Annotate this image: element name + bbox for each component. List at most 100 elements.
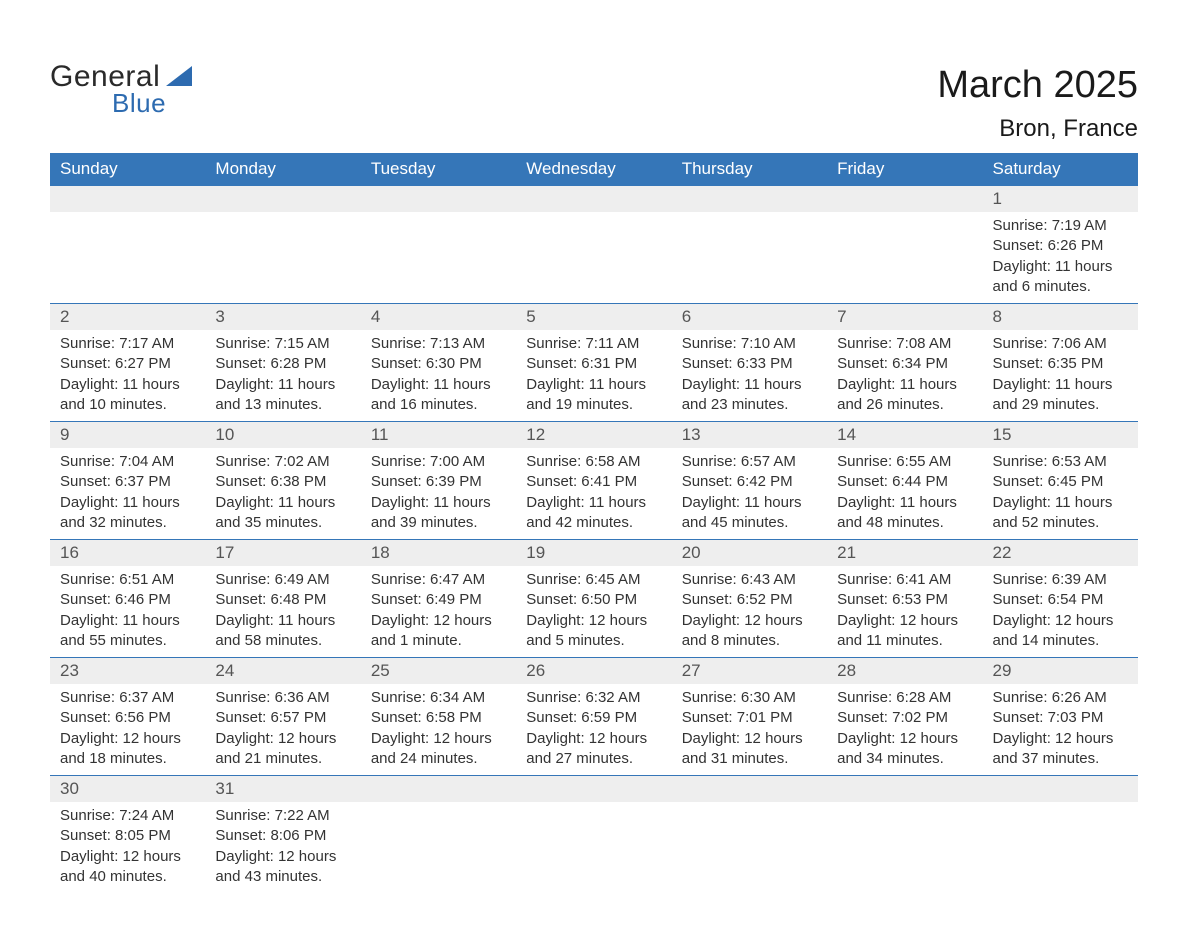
sunset-text: Sunset: 6:53 PM (837, 590, 972, 610)
day-details (983, 802, 1138, 880)
daylight-text-line2: and 40 minutes. (60, 867, 195, 887)
calendar-cell: 2Sunrise: 7:17 AMSunset: 6:27 PMDaylight… (50, 303, 205, 421)
sunrise-text: Sunrise: 7:02 AM (215, 452, 350, 472)
daylight-text-line1: Daylight: 11 hours (526, 375, 661, 395)
day-number: 29 (983, 658, 1138, 684)
sunrise-text: Sunrise: 6:43 AM (682, 570, 817, 590)
sunrise-text: Sunrise: 6:58 AM (526, 452, 661, 472)
calendar-cell-empty (983, 775, 1138, 893)
day-details: Sunrise: 6:34 AMSunset: 6:58 PMDaylight:… (361, 684, 516, 775)
day-number (672, 776, 827, 802)
daylight-text-line1: Daylight: 11 hours (371, 493, 506, 513)
calendar-cell: 1Sunrise: 7:19 AMSunset: 6:26 PMDaylight… (983, 185, 1138, 303)
day-details (827, 212, 982, 290)
day-details (205, 212, 360, 290)
sunrise-text: Sunrise: 6:34 AM (371, 688, 506, 708)
calendar-cell-empty (672, 185, 827, 303)
day-details: Sunrise: 6:28 AMSunset: 7:02 PMDaylight:… (827, 684, 982, 775)
daylight-text-line1: Daylight: 11 hours (837, 375, 972, 395)
day-number: 3 (205, 304, 360, 330)
sunrise-text: Sunrise: 7:13 AM (371, 334, 506, 354)
day-number: 17 (205, 540, 360, 566)
day-number (50, 186, 205, 212)
calendar-cell: 11Sunrise: 7:00 AMSunset: 6:39 PMDayligh… (361, 421, 516, 539)
sunrise-text: Sunrise: 6:37 AM (60, 688, 195, 708)
daylight-text-line1: Daylight: 11 hours (60, 611, 195, 631)
calendar-cell: 30Sunrise: 7:24 AMSunset: 8:05 PMDayligh… (50, 775, 205, 893)
sunset-text: Sunset: 6:59 PM (526, 708, 661, 728)
calendar-cell: 8Sunrise: 7:06 AMSunset: 6:35 PMDaylight… (983, 303, 1138, 421)
sunset-text: Sunset: 6:42 PM (682, 472, 817, 492)
day-number: 11 (361, 422, 516, 448)
day-number: 12 (516, 422, 671, 448)
sunrise-text: Sunrise: 6:30 AM (682, 688, 817, 708)
daylight-text-line2: and 52 minutes. (993, 513, 1128, 533)
sunrise-text: Sunrise: 7:10 AM (682, 334, 817, 354)
daylight-text-line2: and 16 minutes. (371, 395, 506, 415)
calendar-cell-empty (205, 185, 360, 303)
day-number: 22 (983, 540, 1138, 566)
sunrise-text: Sunrise: 7:22 AM (215, 806, 350, 826)
sunrise-text: Sunrise: 7:15 AM (215, 334, 350, 354)
daylight-text-line2: and 24 minutes. (371, 749, 506, 769)
calendar-cell-empty (516, 775, 671, 893)
daylight-text-line2: and 27 minutes. (526, 749, 661, 769)
weekday-header-cell: Saturday (983, 153, 1138, 185)
sunset-text: Sunset: 6:37 PM (60, 472, 195, 492)
daylight-text-line1: Daylight: 12 hours (526, 729, 661, 749)
sunset-text: Sunset: 6:35 PM (993, 354, 1128, 374)
calendar-week-row: 30Sunrise: 7:24 AMSunset: 8:05 PMDayligh… (50, 775, 1138, 893)
day-details: Sunrise: 7:13 AMSunset: 6:30 PMDaylight:… (361, 330, 516, 421)
day-number (827, 776, 982, 802)
daylight-text-line2: and 32 minutes. (60, 513, 195, 533)
day-number (361, 776, 516, 802)
calendar-cell: 18Sunrise: 6:47 AMSunset: 6:49 PMDayligh… (361, 539, 516, 657)
daylight-text-line2: and 58 minutes. (215, 631, 350, 651)
sunset-text: Sunset: 6:57 PM (215, 708, 350, 728)
calendar-cell: 16Sunrise: 6:51 AMSunset: 6:46 PMDayligh… (50, 539, 205, 657)
day-details (50, 212, 205, 290)
brand-logo: General Blue (50, 60, 192, 119)
daylight-text-line2: and 5 minutes. (526, 631, 661, 651)
sunrise-text: Sunrise: 7:19 AM (993, 216, 1128, 236)
daylight-text-line1: Daylight: 11 hours (993, 375, 1128, 395)
calendar-week-row: 1Sunrise: 7:19 AMSunset: 6:26 PMDaylight… (50, 185, 1138, 303)
sunset-text: Sunset: 6:28 PM (215, 354, 350, 374)
daylight-text-line1: Daylight: 12 hours (60, 847, 195, 867)
daylight-text-line1: Daylight: 11 hours (682, 375, 817, 395)
sunset-text: Sunset: 6:31 PM (526, 354, 661, 374)
daylight-text-line2: and 29 minutes. (993, 395, 1128, 415)
day-details: Sunrise: 6:51 AMSunset: 6:46 PMDaylight:… (50, 566, 205, 657)
day-number: 16 (50, 540, 205, 566)
sunset-text: Sunset: 7:03 PM (993, 708, 1128, 728)
daylight-text-line2: and 23 minutes. (682, 395, 817, 415)
calendar-cell-empty (672, 775, 827, 893)
day-details: Sunrise: 6:26 AMSunset: 7:03 PMDaylight:… (983, 684, 1138, 775)
sunrise-text: Sunrise: 6:39 AM (993, 570, 1128, 590)
daylight-text-line1: Daylight: 12 hours (993, 611, 1128, 631)
day-details: Sunrise: 7:19 AMSunset: 6:26 PMDaylight:… (983, 212, 1138, 303)
sunset-text: Sunset: 6:34 PM (837, 354, 972, 374)
sunrise-text: Sunrise: 6:53 AM (993, 452, 1128, 472)
sunset-text: Sunset: 7:02 PM (837, 708, 972, 728)
day-details: Sunrise: 7:08 AMSunset: 6:34 PMDaylight:… (827, 330, 982, 421)
month-title: March 2025 (937, 64, 1138, 107)
day-number: 23 (50, 658, 205, 684)
calendar-cell: 6Sunrise: 7:10 AMSunset: 6:33 PMDaylight… (672, 303, 827, 421)
day-details: Sunrise: 7:24 AMSunset: 8:05 PMDaylight:… (50, 802, 205, 893)
day-number: 1 (983, 186, 1138, 212)
location-label: Bron, France (937, 115, 1138, 143)
day-number: 10 (205, 422, 360, 448)
calendar-cell: 7Sunrise: 7:08 AMSunset: 6:34 PMDaylight… (827, 303, 982, 421)
daylight-text-line1: Daylight: 11 hours (993, 257, 1128, 277)
sunrise-text: Sunrise: 6:57 AM (682, 452, 817, 472)
day-details: Sunrise: 7:17 AMSunset: 6:27 PMDaylight:… (50, 330, 205, 421)
daylight-text-line1: Daylight: 12 hours (371, 729, 506, 749)
calendar-cell-empty (516, 185, 671, 303)
daylight-text-line1: Daylight: 11 hours (526, 493, 661, 513)
calendar-cell: 28Sunrise: 6:28 AMSunset: 7:02 PMDayligh… (827, 657, 982, 775)
day-number: 14 (827, 422, 982, 448)
day-number: 26 (516, 658, 671, 684)
day-number: 13 (672, 422, 827, 448)
sunset-text: Sunset: 6:50 PM (526, 590, 661, 610)
